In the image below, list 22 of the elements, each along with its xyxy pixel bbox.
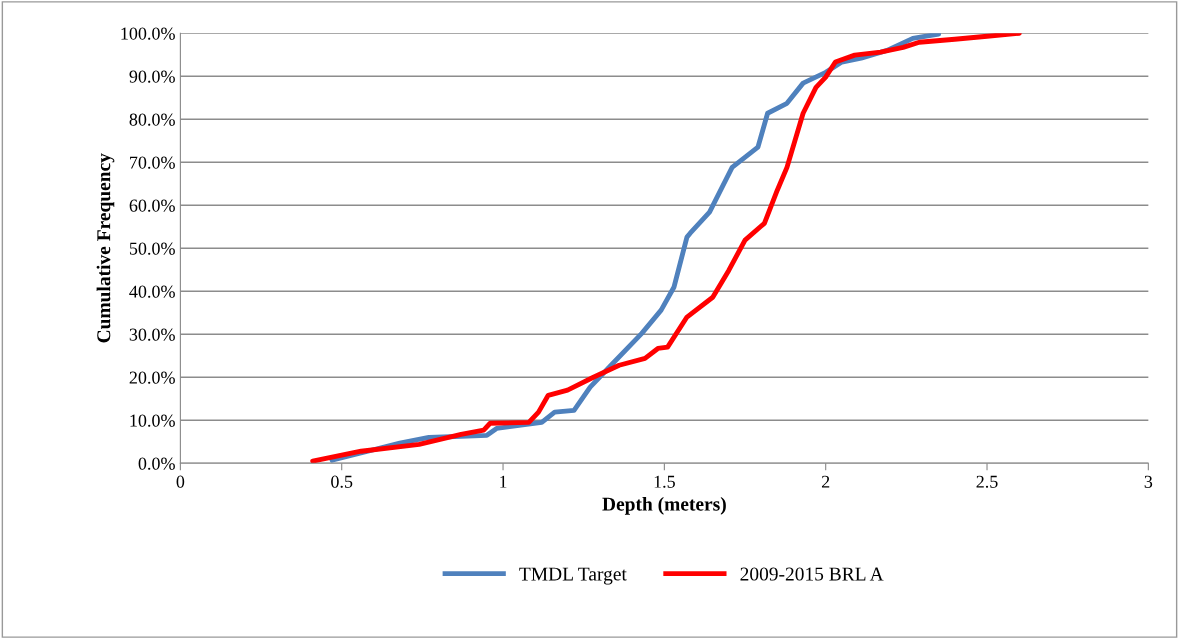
x-tick-label: 1 (500, 475, 507, 488)
y-tick-label: 60.0% (129, 199, 175, 212)
y-tick-label: 70.0% (130, 156, 175, 169)
x-tick-label: 3 (1144, 475, 1153, 488)
y-tick-label: 100.0% (121, 27, 175, 40)
x-tick-label: 1.5 (654, 475, 675, 488)
x-tick-label: 0 (176, 475, 185, 488)
y-axis-title: Cumulative Frequency (96, 153, 115, 343)
legend-label: 2009-2015 BRL A (740, 567, 884, 581)
y-tick-label: 0.0% (138, 457, 175, 470)
y-tick-label: 80.0% (129, 113, 175, 126)
y-tick-label: 50.0% (129, 242, 175, 255)
y-tick-label: 10.0% (130, 414, 175, 427)
y-tick-label: 90.0% (129, 70, 175, 83)
x-tick-label: 2.5 (976, 475, 998, 488)
y-tick-label: 20.0% (129, 371, 175, 384)
x-axis-title: Depth (meters) (602, 497, 726, 515)
y-tick-label: 40.0% (129, 285, 175, 298)
x-tick-label: 0.5 (331, 475, 353, 488)
x-tick-label: 2 (821, 475, 830, 488)
legend-label: TMDL Target (519, 567, 627, 585)
y-tick-label: 30.0% (129, 328, 175, 341)
